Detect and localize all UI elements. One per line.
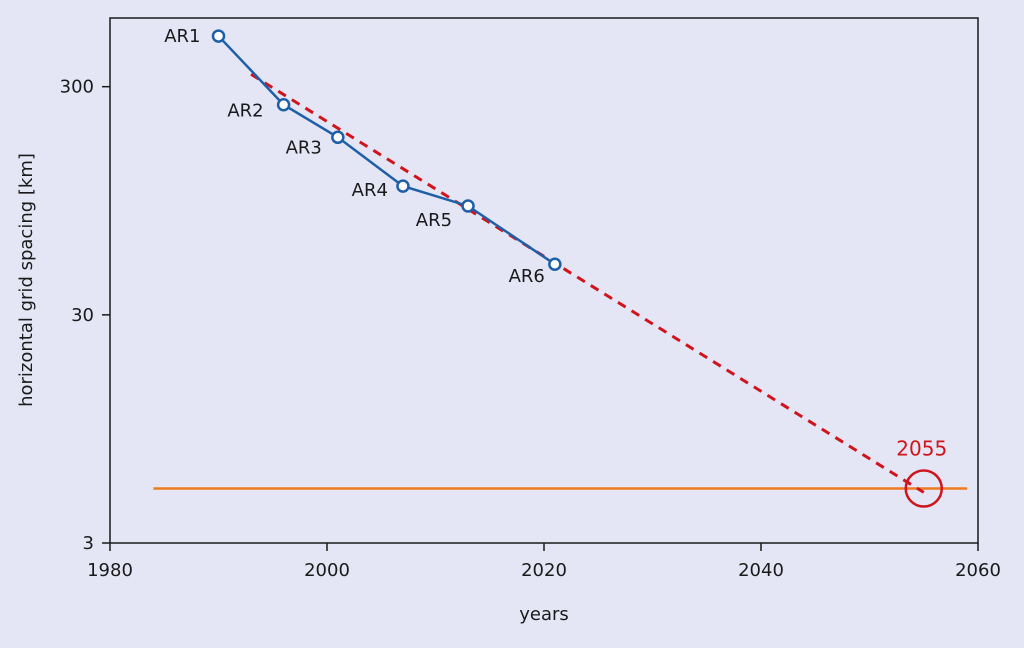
annotation-label: 2055 [896, 436, 947, 460]
x-tick-label: 2040 [738, 560, 784, 581]
trend-line [250, 73, 925, 494]
y-tick-label: 300 [60, 77, 94, 98]
x-tick-label: 2060 [955, 560, 1001, 581]
y-axis: 3 30 300 [60, 77, 110, 554]
data-point [276, 97, 291, 112]
x-tick-label: 2020 [521, 560, 567, 581]
data-point [548, 257, 562, 271]
annotation-circle [904, 469, 943, 508]
data-point [396, 179, 410, 193]
point-label: AR2 [227, 101, 263, 122]
point-label: AR3 [286, 137, 322, 158]
y-tick-label: 30 [71, 305, 94, 326]
y-axis-title: horizontal grid spacing [km] [16, 153, 37, 407]
data-point [211, 29, 226, 43]
y-tick-label: 3 [83, 533, 94, 554]
chart-marks: AR1 AR2 AR3 AR4 AR5 AR6 2055 [153, 26, 968, 508]
data-point [461, 199, 475, 213]
data-point [331, 130, 345, 145]
series-line [217, 35, 556, 266]
point-label: AR5 [416, 210, 452, 231]
point-label: AR6 [509, 266, 545, 287]
x-tick-label: 1980 [87, 560, 133, 581]
x-axis-title: years [519, 604, 569, 625]
point-label: AR4 [352, 180, 388, 201]
x-tick-label: 2000 [304, 560, 350, 581]
x-axis: 1980 2000 2020 2040 2060 [87, 543, 1001, 581]
point-label: AR1 [164, 26, 200, 47]
